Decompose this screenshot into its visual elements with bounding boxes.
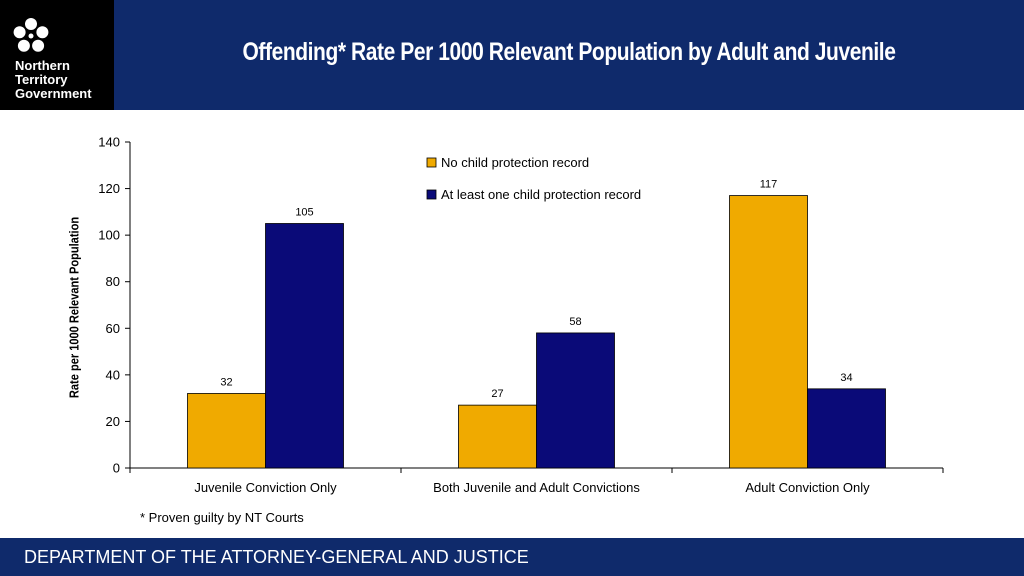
logo-text-line-3: Government [15,86,92,101]
bar [729,195,808,469]
nt-government-logo: Northern Territory Government [0,0,114,110]
legend-swatch [426,189,437,200]
data-label: 32 [220,376,232,388]
department-name: DEPARTMENT OF THE ATTORNEY-GENERAL AND J… [24,547,529,567]
bar-chart: 0 20 40 60 80 100 120 140 Juvenile Conviction On… [98,135,944,495]
y-tick-label: 60 [106,321,120,336]
header-bar: Northern Territory Government Offending*… [0,0,1024,110]
data-label: 34 [840,372,852,384]
y-tick-label: 100 [98,228,120,243]
y-axis-label: Rate per 1000 Relevant Population [66,216,82,399]
bar [458,404,537,469]
data-label: 27 [491,388,503,400]
x-tick-label: Juvenile Conviction Only [194,480,337,495]
data-label: 58 [569,316,581,328]
x-tick-label: Both Juvenile and Adult Convictions [433,480,640,495]
data-label: 117 [760,179,778,191]
flower-icon [13,18,49,52]
y-tick-label: 40 [106,367,120,382]
legend-swatch [426,157,437,168]
logo-text-line-1: Northern [15,58,70,73]
bar [536,332,615,469]
y-tick-label: 80 [106,274,120,289]
y-tick-label: 20 [106,414,120,429]
bar [807,388,886,469]
data-label: 105 [295,207,313,219]
logo-text-line-2: Territory [15,72,68,87]
legend-label: No child protection record [441,155,589,170]
bar [187,393,266,469]
legend-label: At least one child protection record [441,187,641,202]
y-tick-label: 120 [98,181,120,196]
x-tick-label: Adult Conviction Only [745,480,870,495]
y-tick-label: 140 [98,135,120,150]
footer-bar: DEPARTMENT OF THE ATTORNEY-GENERAL AND J… [0,538,1024,576]
footnote: * Proven guilty by NT Courts [140,510,304,525]
page-title: Offending* Rate Per 1000 Relevant Popula… [242,38,896,66]
y-tick-label: 0 [113,461,120,476]
bar [265,223,344,469]
